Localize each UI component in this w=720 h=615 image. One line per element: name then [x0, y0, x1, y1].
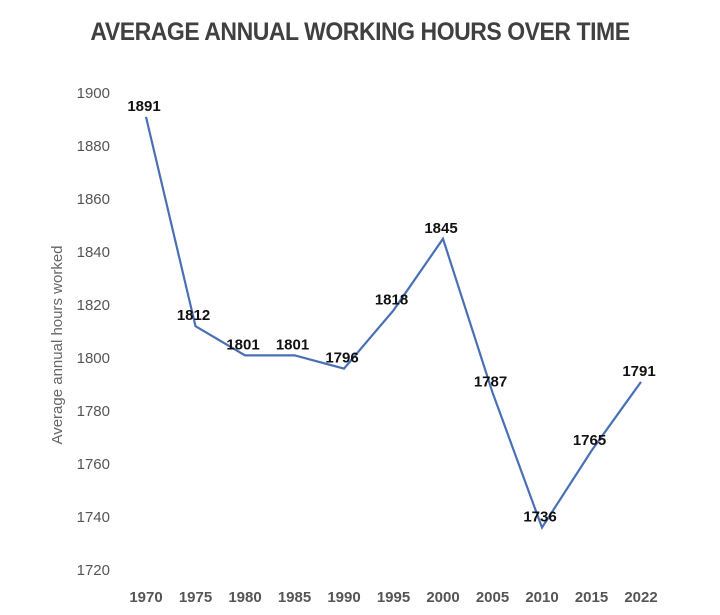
x-tick-label: 1985	[278, 589, 311, 606]
y-tick-label: 1740	[77, 509, 110, 526]
y-tick-label: 1760	[77, 456, 110, 473]
y-axis: 1900 1880 1860 1840 1820 1800 1780 1760 1740 1720	[77, 85, 110, 579]
data-label: 1791	[622, 363, 655, 380]
x-tick-label: 1990	[327, 589, 360, 606]
y-tick-label: 1900	[77, 85, 110, 102]
y-tick-label: 1820	[77, 297, 110, 314]
x-tick-label: 2010	[525, 589, 558, 606]
x-tick-label: 1980	[228, 589, 261, 606]
data-label: 1736	[523, 509, 556, 526]
data-labels: 1891 1812 1801 1801 1796 1818 1845 1787 1736 1765…	[127, 98, 655, 526]
y-axis-label: Average annual hours worked	[49, 245, 66, 444]
data-label: 1891	[127, 98, 160, 115]
x-tick-label: 2005	[476, 589, 509, 606]
x-axis: 1970 1975 1980 1985 1990 1995 2000 2005 2010 2015…	[129, 589, 657, 606]
y-tick-label: 1800	[77, 350, 110, 367]
data-label: 1801	[226, 336, 259, 353]
x-tick-label: 2000	[426, 589, 459, 606]
x-tick-label: 1975	[179, 589, 212, 606]
data-label: 1812	[177, 307, 210, 324]
data-label: 1818	[375, 291, 408, 308]
data-label: 1787	[474, 373, 507, 390]
series-line	[144, 116, 642, 531]
x-tick-label: 2022	[624, 589, 657, 606]
x-tick-label: 1970	[129, 589, 162, 606]
x-tick-label: 1995	[377, 589, 410, 606]
y-tick-label: 1880	[77, 138, 110, 155]
y-tick-label: 1780	[77, 403, 110, 420]
y-tick-label: 1860	[77, 191, 110, 208]
chart-title: AVERAGE ANNUAL WORKING HOURS OVER TIME	[90, 18, 630, 46]
data-label: 1796	[325, 350, 358, 367]
data-label: 1765	[573, 432, 606, 449]
y-tick-label: 1840	[77, 244, 110, 261]
y-tick-label: 1720	[77, 562, 110, 579]
data-label: 1845	[424, 220, 457, 237]
data-label: 1801	[276, 336, 309, 353]
x-tick-label: 2015	[575, 589, 608, 606]
